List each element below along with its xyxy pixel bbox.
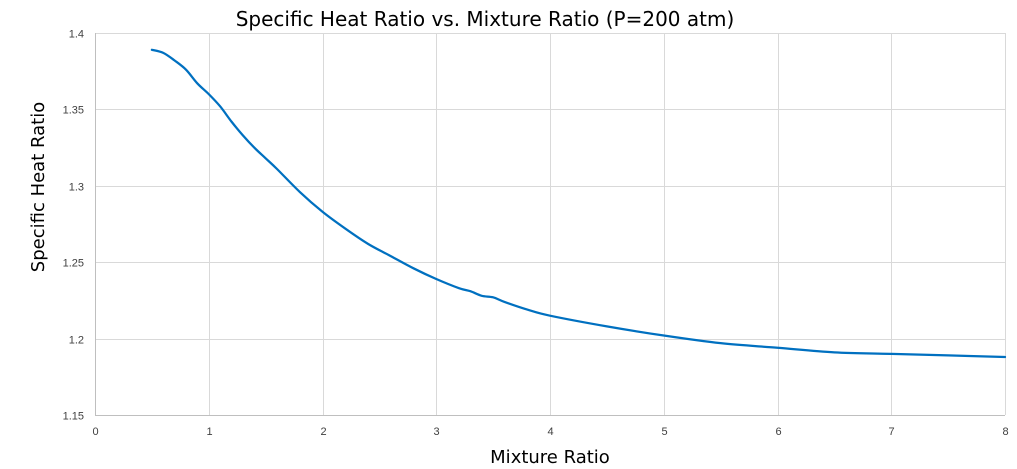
data-point xyxy=(890,353,892,355)
data-point xyxy=(492,296,494,298)
grid xyxy=(95,33,1006,415)
data-point xyxy=(504,301,506,303)
x-axis-title: Mixture Ratio xyxy=(490,447,610,468)
y-tick-label: 1.35 xyxy=(63,105,84,117)
data-point xyxy=(162,52,164,54)
x-tick-label: 7 xyxy=(888,426,894,438)
data-point xyxy=(322,211,324,213)
x-tick-label: 6 xyxy=(775,426,781,438)
data-point xyxy=(458,287,460,289)
x-tick-label: 5 xyxy=(661,426,667,438)
x-tick-label: 8 xyxy=(1002,426,1008,438)
data-point xyxy=(276,168,278,170)
data-point xyxy=(208,93,210,95)
data-point xyxy=(947,354,949,356)
data-point xyxy=(606,325,608,327)
x-tick-label: 2 xyxy=(320,426,326,438)
data-point xyxy=(253,147,255,149)
data-point xyxy=(833,351,835,353)
x-tick-label: 3 xyxy=(433,426,439,438)
data-point xyxy=(265,157,267,159)
series-layer xyxy=(150,48,1007,359)
data-point xyxy=(151,49,153,51)
x-tick-label: 0 xyxy=(92,426,98,438)
y-tick-label: 1.2 xyxy=(69,335,84,347)
y-tick-label: 1.3 xyxy=(69,182,84,194)
data-point xyxy=(219,105,221,107)
tick-labels: 1.15 1.2 1.25 1.3 1.35 1.4 0 1 2 3 4 5 6 7 8 xyxy=(63,29,1009,439)
data-point xyxy=(663,335,665,337)
data-point xyxy=(196,82,198,84)
data-point xyxy=(549,315,551,317)
data-point xyxy=(367,243,369,245)
x-tick-label: 4 xyxy=(547,426,553,438)
data-point xyxy=(231,121,233,123)
data-point xyxy=(777,347,779,349)
x-tick-label: 1 xyxy=(206,426,212,438)
data-point xyxy=(174,60,176,62)
data-point xyxy=(435,278,437,280)
y-tick-label: 1.4 xyxy=(69,29,84,41)
y-tick-label: 1.25 xyxy=(63,258,84,270)
y-axis-title: Specific Heat Ratio xyxy=(28,102,49,272)
data-point xyxy=(390,255,392,257)
data-point xyxy=(469,290,471,292)
data-point xyxy=(299,191,301,193)
data-point xyxy=(720,342,722,344)
data-point xyxy=(242,134,244,136)
data-point xyxy=(185,69,187,71)
data-point xyxy=(413,267,415,269)
series-line xyxy=(150,48,1007,359)
data-point xyxy=(1004,356,1006,358)
data-point xyxy=(526,309,528,311)
axes xyxy=(95,33,1005,416)
y-tick-label: 1.15 xyxy=(63,411,84,423)
data-point xyxy=(481,295,483,297)
data-point xyxy=(344,228,346,230)
chart-title: Specific Heat Ratio vs. Mixture Ratio (P… xyxy=(236,7,735,31)
